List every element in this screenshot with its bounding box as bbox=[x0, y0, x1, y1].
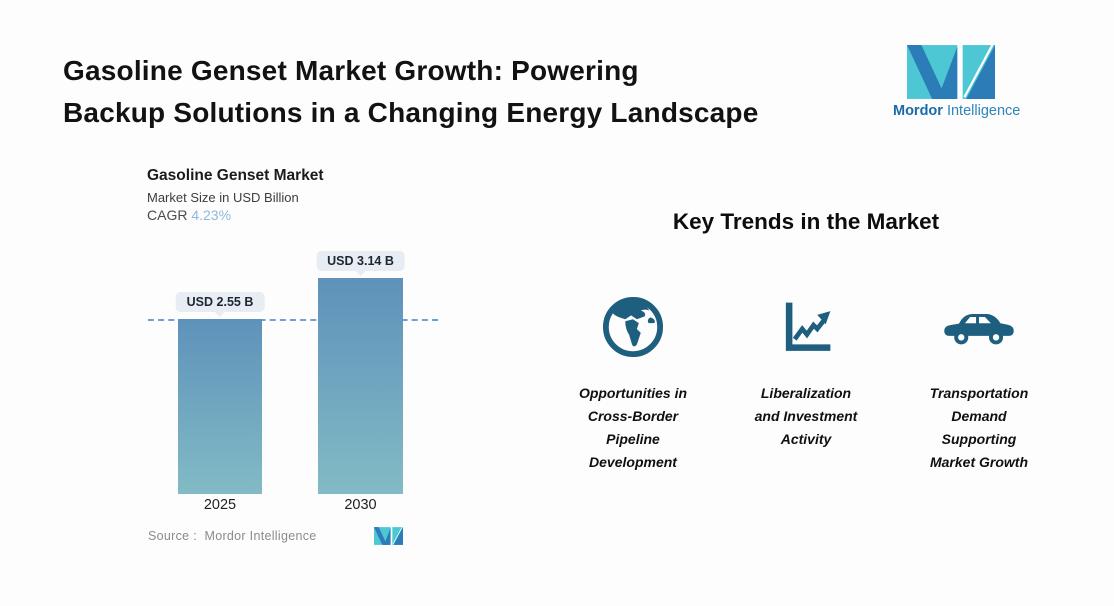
source-value: Mordor Intelligence bbox=[204, 529, 317, 543]
globe-icon bbox=[550, 292, 716, 362]
trend-label-liberalization: Liberalization and Investment Activity bbox=[754, 385, 858, 447]
x-axis-label-2030: 2030 bbox=[344, 497, 377, 513]
mini-brand-logo-icon bbox=[374, 526, 403, 550]
bar-2025 bbox=[178, 319, 262, 494]
brand-logo-block: Mordor Intelligence bbox=[893, 45, 1020, 119]
chart-cagr: CAGR 4.23% bbox=[147, 207, 231, 223]
bar-value-label-2025: USD 2.55 B bbox=[175, 292, 265, 312]
key-trends-heading: Key Trends in the Market bbox=[672, 209, 940, 234]
bar-value-label-2030: USD 3.14 B bbox=[316, 251, 405, 271]
x-axis-label-2025: 2025 bbox=[203, 497, 237, 513]
brand-name-bold: Mordor bbox=[893, 103, 943, 119]
trend-item-pipeline: Opportunities in Cross-Border Pipeline D… bbox=[550, 292, 716, 474]
brand-wordmark: Mordor Intelligence bbox=[893, 103, 1020, 119]
bar-chart-plot: USD 2.55 B USD 3.14 B bbox=[148, 240, 438, 494]
brand-name-light: Intelligence bbox=[946, 103, 1021, 119]
trend-item-liberalization: Liberalization and Investment Activity bbox=[723, 292, 889, 474]
source-label: Source : bbox=[148, 529, 197, 543]
trend-chart-icon bbox=[723, 292, 889, 362]
trend-item-transportation: Transportation Demand Supporting Market … bbox=[896, 292, 1062, 474]
chart-source: Source : Mordor Intelligence bbox=[148, 529, 317, 543]
page-title: Gasoline Genset Market Growth: Powering … bbox=[63, 54, 759, 128]
trend-label-transportation: Transportation Demand Supporting Market … bbox=[929, 385, 1029, 470]
mordor-intelligence-logo-icon bbox=[893, 45, 1009, 99]
car-icon bbox=[896, 292, 1062, 362]
reference-dashed-line bbox=[148, 319, 438, 321]
trend-label-pipeline: Opportunities in Cross-Border Pipeline D… bbox=[578, 385, 688, 470]
trends-row: Opportunities in Cross-Border Pipeline D… bbox=[550, 292, 1062, 474]
chart-subtitle: Market Size in USD Billion bbox=[147, 190, 299, 205]
cagr-label: CAGR bbox=[147, 207, 192, 223]
chart-title: Gasoline Genset Market bbox=[147, 167, 324, 184]
bar-2030 bbox=[318, 278, 403, 494]
cagr-value: 4.23% bbox=[191, 207, 232, 223]
